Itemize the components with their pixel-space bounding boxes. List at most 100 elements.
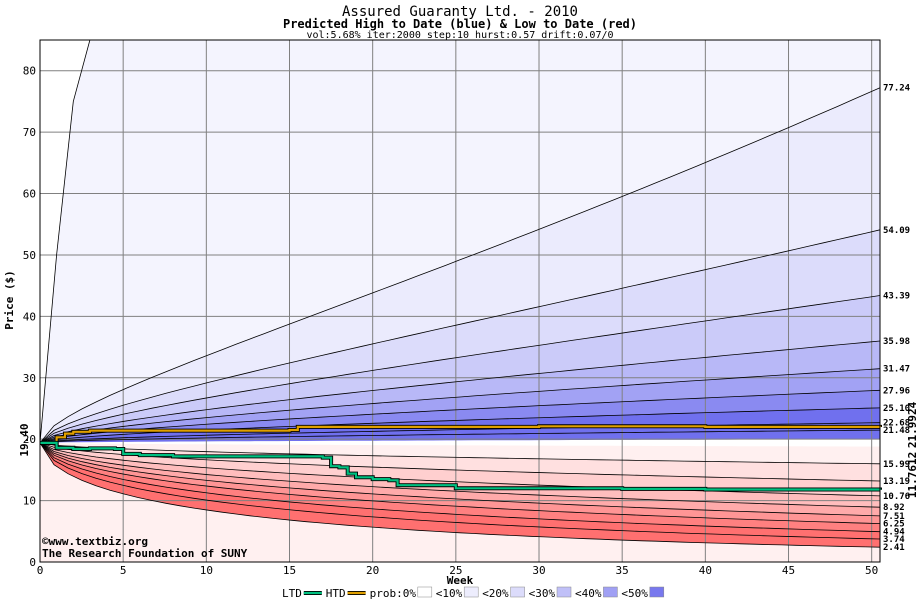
chart-subtitle: Predicted High to Date (blue) & Low to D… bbox=[283, 17, 637, 31]
legend-swatch bbox=[463, 586, 479, 598]
band-blue-2 bbox=[40, 229, 880, 443]
band-blue-9 bbox=[40, 430, 880, 443]
level-curve bbox=[39, 442, 881, 540]
ltd-line bbox=[40, 441, 882, 491]
level-label: 35.98 bbox=[883, 337, 910, 347]
credit-website: ©www.textbiz.org bbox=[42, 535, 148, 548]
legend-label: <10% bbox=[436, 587, 463, 600]
legend-swatch bbox=[510, 586, 525, 598]
level-label: 25.10 bbox=[883, 404, 910, 414]
legend-label: <50% bbox=[621, 587, 648, 600]
legend-label: prob:0% bbox=[370, 587, 417, 600]
level-curve bbox=[39, 229, 881, 444]
level-curve bbox=[39, 442, 881, 533]
legend-swatch bbox=[603, 586, 618, 598]
band-red-6 bbox=[40, 442, 880, 524]
y-tick-label: 10 bbox=[23, 495, 36, 508]
x-tick-label: 15 bbox=[283, 564, 296, 577]
start-price-label: 19.40 bbox=[18, 423, 31, 456]
y-tick-label: 80 bbox=[23, 65, 36, 78]
level-label: 22.68 bbox=[883, 419, 910, 429]
x-tick-label: 25 bbox=[449, 564, 462, 577]
x-tick-label: 20 bbox=[366, 564, 379, 577]
legend-label: <40% bbox=[575, 587, 602, 600]
y-axis-label: Price ($) bbox=[3, 270, 16, 330]
htd-value-label: 21.9924 bbox=[906, 401, 919, 448]
level-curve bbox=[39, 442, 881, 508]
outer-high-curve bbox=[39, 39, 91, 443]
plot-area: 0 5 10 15 20 25 30 35 40 45 50 0 10 20 30 40 50 60 70 80 77.… bbox=[23, 39, 911, 577]
legend-swatch bbox=[556, 586, 572, 598]
x-tick-label: 0 bbox=[37, 564, 44, 577]
band-blue-outer bbox=[40, 40, 880, 443]
x-axis-label: Week bbox=[447, 574, 474, 587]
level-curve bbox=[39, 442, 881, 497]
legend-label: LTD bbox=[282, 587, 302, 600]
level-curve bbox=[39, 389, 881, 444]
band-red-7 bbox=[40, 442, 880, 532]
level-curve bbox=[39, 442, 881, 548]
chart-params: vol:5.68% iter:2000 step:10 hurst:0.57 d… bbox=[306, 30, 613, 41]
y-tick-label: 40 bbox=[23, 310, 36, 323]
level-label: 43.39 bbox=[883, 292, 910, 302]
y-tick-label: 30 bbox=[23, 372, 36, 385]
band-red-5 bbox=[40, 442, 880, 516]
level-curve bbox=[39, 340, 881, 444]
plot-frame bbox=[39, 39, 881, 563]
band-red-3 bbox=[40, 442, 880, 496]
y-tick-label: 50 bbox=[23, 249, 36, 262]
level-label: 54.09 bbox=[883, 226, 910, 236]
legend-label: <20% bbox=[482, 587, 509, 600]
level-curve bbox=[39, 368, 881, 444]
band-blue-4 bbox=[40, 341, 880, 443]
band-red-2 bbox=[40, 442, 880, 481]
level-label: 77.24 bbox=[883, 84, 911, 94]
x-tick-label: 5 bbox=[120, 564, 127, 577]
band-red-outer bbox=[40, 442, 880, 562]
band-blue-3 bbox=[40, 295, 880, 443]
level-label: 21.48 bbox=[883, 426, 910, 436]
x-tick-label: 45 bbox=[782, 564, 795, 577]
legend-label: HTD bbox=[326, 587, 346, 600]
y-tick-label: 60 bbox=[23, 188, 36, 201]
x-tick-label: 35 bbox=[616, 564, 629, 577]
legend-swatch bbox=[649, 586, 665, 598]
level-curve bbox=[39, 442, 881, 517]
level-label: 2.41 bbox=[883, 543, 905, 553]
band-blue-1 bbox=[40, 87, 880, 443]
level-curve bbox=[39, 422, 881, 444]
legend-swatch bbox=[417, 586, 433, 598]
level-curve bbox=[39, 442, 881, 524]
level-label: 27.96 bbox=[883, 386, 910, 396]
band-red-1 bbox=[40, 442, 880, 464]
level-curve bbox=[39, 442, 881, 465]
level-label: 6.25 bbox=[883, 520, 905, 530]
level-label: 10.76 bbox=[883, 492, 910, 502]
y-tick-label: 70 bbox=[23, 126, 36, 139]
level-curve bbox=[39, 429, 881, 444]
band-red-4 bbox=[40, 442, 880, 508]
level-label: 3.74 bbox=[883, 535, 905, 545]
band-blue-5 bbox=[40, 368, 880, 443]
y-tick-label: 0 bbox=[29, 556, 36, 569]
level-label: 13.19 bbox=[883, 477, 910, 487]
htd-line bbox=[40, 425, 882, 444]
level-label: 8.92 bbox=[883, 503, 905, 513]
x-tick-label: 30 bbox=[532, 564, 545, 577]
x-tick-label: 50 bbox=[865, 564, 878, 577]
level-label: 31.47 bbox=[883, 365, 910, 375]
band-blue-6 bbox=[40, 390, 880, 443]
legend-label: <30% bbox=[529, 587, 556, 600]
ltd-value-label: 11.7612 bbox=[906, 452, 919, 498]
credit-foundation: The Research Foundation of SUNY bbox=[42, 547, 248, 560]
chart-title: Assured Guaranty Ltd. - 2010 bbox=[342, 4, 578, 20]
y-tick-label: 20 bbox=[23, 433, 36, 446]
x-tick-label: 10 bbox=[200, 564, 213, 577]
level-label: 7.51 bbox=[883, 512, 905, 522]
legend: LTD HTD prob:0% <10% <20% <30% <40% <50% bbox=[282, 586, 665, 600]
level-label: 15.99 bbox=[883, 460, 910, 470]
level-label: 4.94 bbox=[883, 528, 905, 538]
level-curve bbox=[39, 87, 881, 444]
level-curve bbox=[39, 295, 881, 444]
